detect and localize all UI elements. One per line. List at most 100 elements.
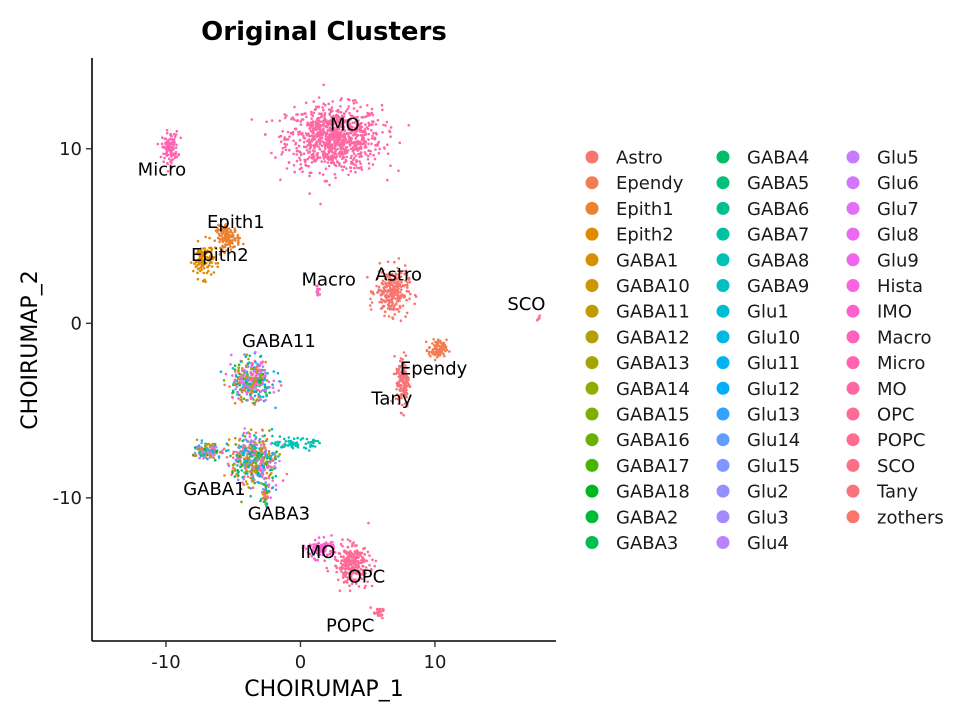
data-point bbox=[301, 113, 304, 116]
data-point bbox=[318, 293, 322, 296]
data-point bbox=[327, 164, 331, 168]
legend-swatch bbox=[585, 201, 599, 215]
data-point bbox=[367, 521, 370, 525]
data-point bbox=[308, 147, 312, 150]
data-point bbox=[376, 277, 379, 280]
data-point bbox=[324, 167, 328, 170]
data-point bbox=[395, 280, 399, 284]
data-point bbox=[301, 546, 305, 549]
data-point bbox=[364, 572, 367, 575]
data-point bbox=[380, 282, 384, 285]
data-point bbox=[331, 100, 335, 103]
data-point bbox=[406, 276, 410, 280]
data-point bbox=[380, 289, 383, 293]
data-point bbox=[263, 446, 267, 450]
data-point bbox=[246, 462, 250, 466]
data-point bbox=[357, 119, 360, 122]
data-point bbox=[348, 571, 352, 575]
data-point bbox=[382, 289, 386, 293]
x-axis-title: CHOIRUMAP_1 bbox=[244, 677, 403, 702]
legend-swatch bbox=[716, 356, 730, 370]
legend-item: SCO bbox=[846, 456, 915, 477]
data-point bbox=[210, 265, 214, 268]
data-point bbox=[368, 554, 371, 557]
data-point bbox=[367, 149, 371, 152]
data-point bbox=[326, 136, 330, 139]
data-point bbox=[324, 549, 327, 552]
data-point bbox=[172, 143, 175, 147]
data-point bbox=[350, 136, 353, 140]
data-point bbox=[340, 559, 344, 562]
data-point bbox=[270, 465, 273, 469]
data-point bbox=[373, 564, 377, 568]
data-point bbox=[243, 435, 247, 438]
data-point bbox=[224, 238, 228, 241]
data-point bbox=[330, 161, 333, 165]
data-point bbox=[220, 231, 223, 235]
data-point bbox=[247, 486, 250, 489]
data-point bbox=[380, 293, 384, 296]
data-point bbox=[352, 541, 355, 544]
data-point bbox=[250, 362, 253, 366]
cluster-label: Ependy bbox=[400, 359, 468, 380]
data-point bbox=[329, 123, 333, 127]
data-point bbox=[332, 544, 335, 548]
data-point bbox=[371, 290, 375, 294]
data-point bbox=[266, 372, 269, 375]
data-point bbox=[428, 346, 431, 350]
data-point bbox=[267, 450, 271, 453]
data-point bbox=[367, 132, 371, 136]
data-point bbox=[233, 237, 236, 240]
data-point bbox=[170, 155, 173, 158]
data-point bbox=[264, 460, 268, 464]
data-point bbox=[385, 273, 389, 277]
data-point bbox=[404, 385, 408, 389]
data-point bbox=[259, 390, 263, 393]
data-point bbox=[217, 456, 221, 460]
data-point bbox=[240, 500, 243, 504]
data-point bbox=[252, 367, 255, 371]
data-point bbox=[326, 161, 330, 164]
data-point bbox=[205, 448, 209, 451]
data-point bbox=[284, 145, 287, 149]
data-point bbox=[264, 371, 267, 375]
data-point bbox=[372, 611, 376, 614]
data-point bbox=[322, 83, 326, 87]
data-point bbox=[322, 535, 326, 539]
data-point bbox=[297, 133, 300, 136]
data-point bbox=[365, 126, 369, 129]
data-point bbox=[344, 573, 347, 576]
data-point bbox=[431, 352, 434, 356]
data-point bbox=[227, 239, 231, 242]
legend-label: GABA13 bbox=[616, 353, 690, 374]
data-point bbox=[194, 454, 197, 458]
data-point bbox=[208, 448, 211, 452]
data-point bbox=[353, 556, 357, 559]
legend-item: Glu2 bbox=[716, 482, 789, 503]
data-point bbox=[382, 123, 385, 127]
data-point bbox=[205, 443, 209, 446]
data-point bbox=[240, 381, 243, 385]
data-point bbox=[303, 112, 306, 115]
data-point bbox=[321, 123, 325, 127]
data-point bbox=[406, 402, 409, 406]
data-point bbox=[343, 161, 346, 164]
data-point bbox=[413, 293, 417, 297]
data-point bbox=[413, 302, 417, 306]
data-point bbox=[266, 457, 269, 460]
data-point bbox=[170, 149, 173, 153]
data-point bbox=[200, 268, 204, 271]
data-point bbox=[374, 559, 378, 563]
data-point bbox=[317, 536, 321, 539]
data-point bbox=[310, 110, 313, 114]
data-point bbox=[220, 234, 223, 238]
data-point bbox=[345, 155, 349, 159]
data-point bbox=[398, 359, 402, 363]
data-point bbox=[398, 282, 401, 286]
data-point bbox=[279, 380, 282, 384]
data-point bbox=[246, 440, 250, 444]
data-point bbox=[370, 137, 374, 140]
cluster-points-astro bbox=[366, 257, 418, 323]
data-point bbox=[342, 555, 345, 559]
data-point bbox=[331, 143, 334, 146]
